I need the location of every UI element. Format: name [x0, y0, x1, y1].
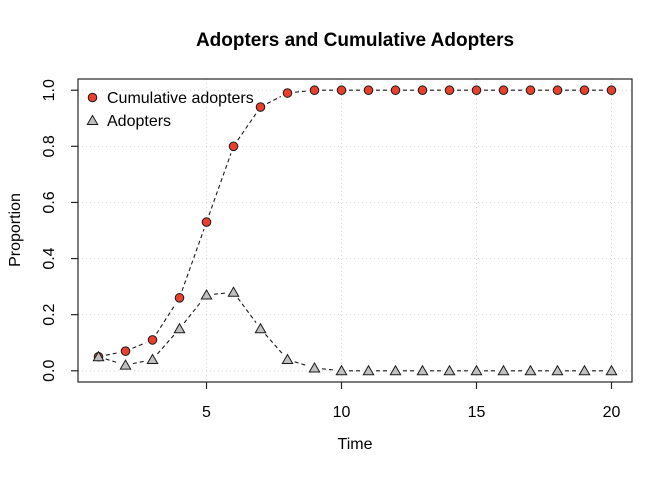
series-line-segment: [294, 361, 308, 367]
y-axis-label: Proportion: [7, 193, 24, 267]
data-point-circle: [525, 85, 536, 96]
legend-triangle-marker-icon: [86, 114, 99, 125]
data-point-triangle: [443, 364, 456, 376]
series-line-segment: [156, 303, 176, 334]
data-point-triangle: [119, 359, 132, 370]
series-lines: [105, 89, 604, 372]
series-line-segment: [208, 153, 232, 216]
data-point-triangle: [335, 364, 348, 376]
axis-ticks: [71, 89, 613, 389]
data-point-triangle: [551, 364, 564, 376]
data-point-circle: [444, 85, 455, 96]
data-point-triangle: [200, 289, 213, 300]
series-line-segment: [237, 297, 257, 323]
series-line-segment: [181, 228, 205, 291]
legend: Cumulative adopters Adopters: [86, 90, 254, 130]
data-point-circle: [417, 85, 428, 96]
data-point-circle: [552, 85, 563, 96]
series-points: [92, 85, 618, 376]
data-point-circle: [147, 335, 158, 345]
data-point-circle: [120, 346, 131, 356]
y-tick-label: 0.2: [41, 303, 58, 325]
data-point-circle: [336, 85, 347, 96]
data-point-circle: [282, 88, 293, 98]
data-point-triangle: [389, 364, 402, 376]
data-point-triangle: [605, 364, 618, 376]
data-point-triangle: [416, 364, 429, 376]
series-line-segment: [157, 333, 175, 355]
data-point-circle: [390, 85, 401, 96]
data-point-circle: [471, 85, 482, 96]
y-tick-label: 0.0: [41, 360, 58, 382]
data-point-triangle: [578, 364, 591, 376]
x-tick-label: 10: [333, 404, 351, 421]
legend-label-cumulative: Cumulative adopters: [107, 90, 254, 107]
legend-label-adopters: Adopters: [107, 113, 171, 130]
data-point-circle: [201, 217, 212, 227]
data-point-triangle: [308, 361, 321, 373]
chart-title: Adopters and Cumulative Adopters: [196, 30, 514, 51]
series-line-segment: [266, 95, 282, 105]
series-line-segment: [237, 112, 257, 141]
y-tick-label: 1.0: [41, 79, 58, 101]
series-line-segment: [294, 90, 308, 93]
data-point-triangle: [227, 286, 240, 297]
data-point-circle: [255, 102, 266, 112]
axis-tick-labels: 5 10 15 20 0.0 0.2 0.4 0.6 0.8 1.0: [41, 79, 620, 421]
y-tick-label: 0.4: [41, 247, 58, 269]
data-point-triangle: [92, 350, 105, 362]
x-axis-label: Time: [338, 436, 373, 453]
x-tick-label: 20: [603, 404, 621, 421]
data-point-triangle: [362, 364, 375, 376]
x-tick-label: 15: [468, 404, 486, 421]
data-point-circle: [498, 85, 509, 96]
series-line-segment: [321, 368, 335, 371]
data-point-triangle: [497, 364, 510, 376]
gridlines: [78, 79, 632, 382]
series-line-segment: [213, 292, 227, 295]
series-line-segment: [183, 300, 203, 324]
data-point-circle: [309, 85, 320, 96]
series-line-segment: [105, 352, 119, 356]
x-tick-label: 5: [202, 404, 211, 421]
data-point-circle: [606, 85, 617, 96]
series-line-segment: [132, 342, 146, 349]
data-point-triangle: [470, 364, 483, 376]
data-point-circle: [363, 85, 374, 96]
series-line-segment: [105, 358, 119, 364]
y-tick-label: 0.6: [41, 191, 58, 213]
series-line-segment: [132, 360, 146, 365]
plot-border: [77, 78, 633, 383]
data-point-circle: [579, 85, 590, 96]
legend-circle-marker-icon: [87, 92, 98, 103]
data-point-circle: [228, 141, 239, 152]
data-point-triangle: [146, 353, 159, 365]
data-point-triangle: [173, 322, 186, 334]
data-point-triangle: [524, 364, 537, 376]
series-line-segment: [265, 333, 283, 355]
data-point-circle: [174, 293, 185, 303]
y-tick-label: 0.8: [41, 135, 58, 157]
data-point-triangle: [281, 353, 294, 365]
data-point-triangle: [254, 322, 267, 334]
